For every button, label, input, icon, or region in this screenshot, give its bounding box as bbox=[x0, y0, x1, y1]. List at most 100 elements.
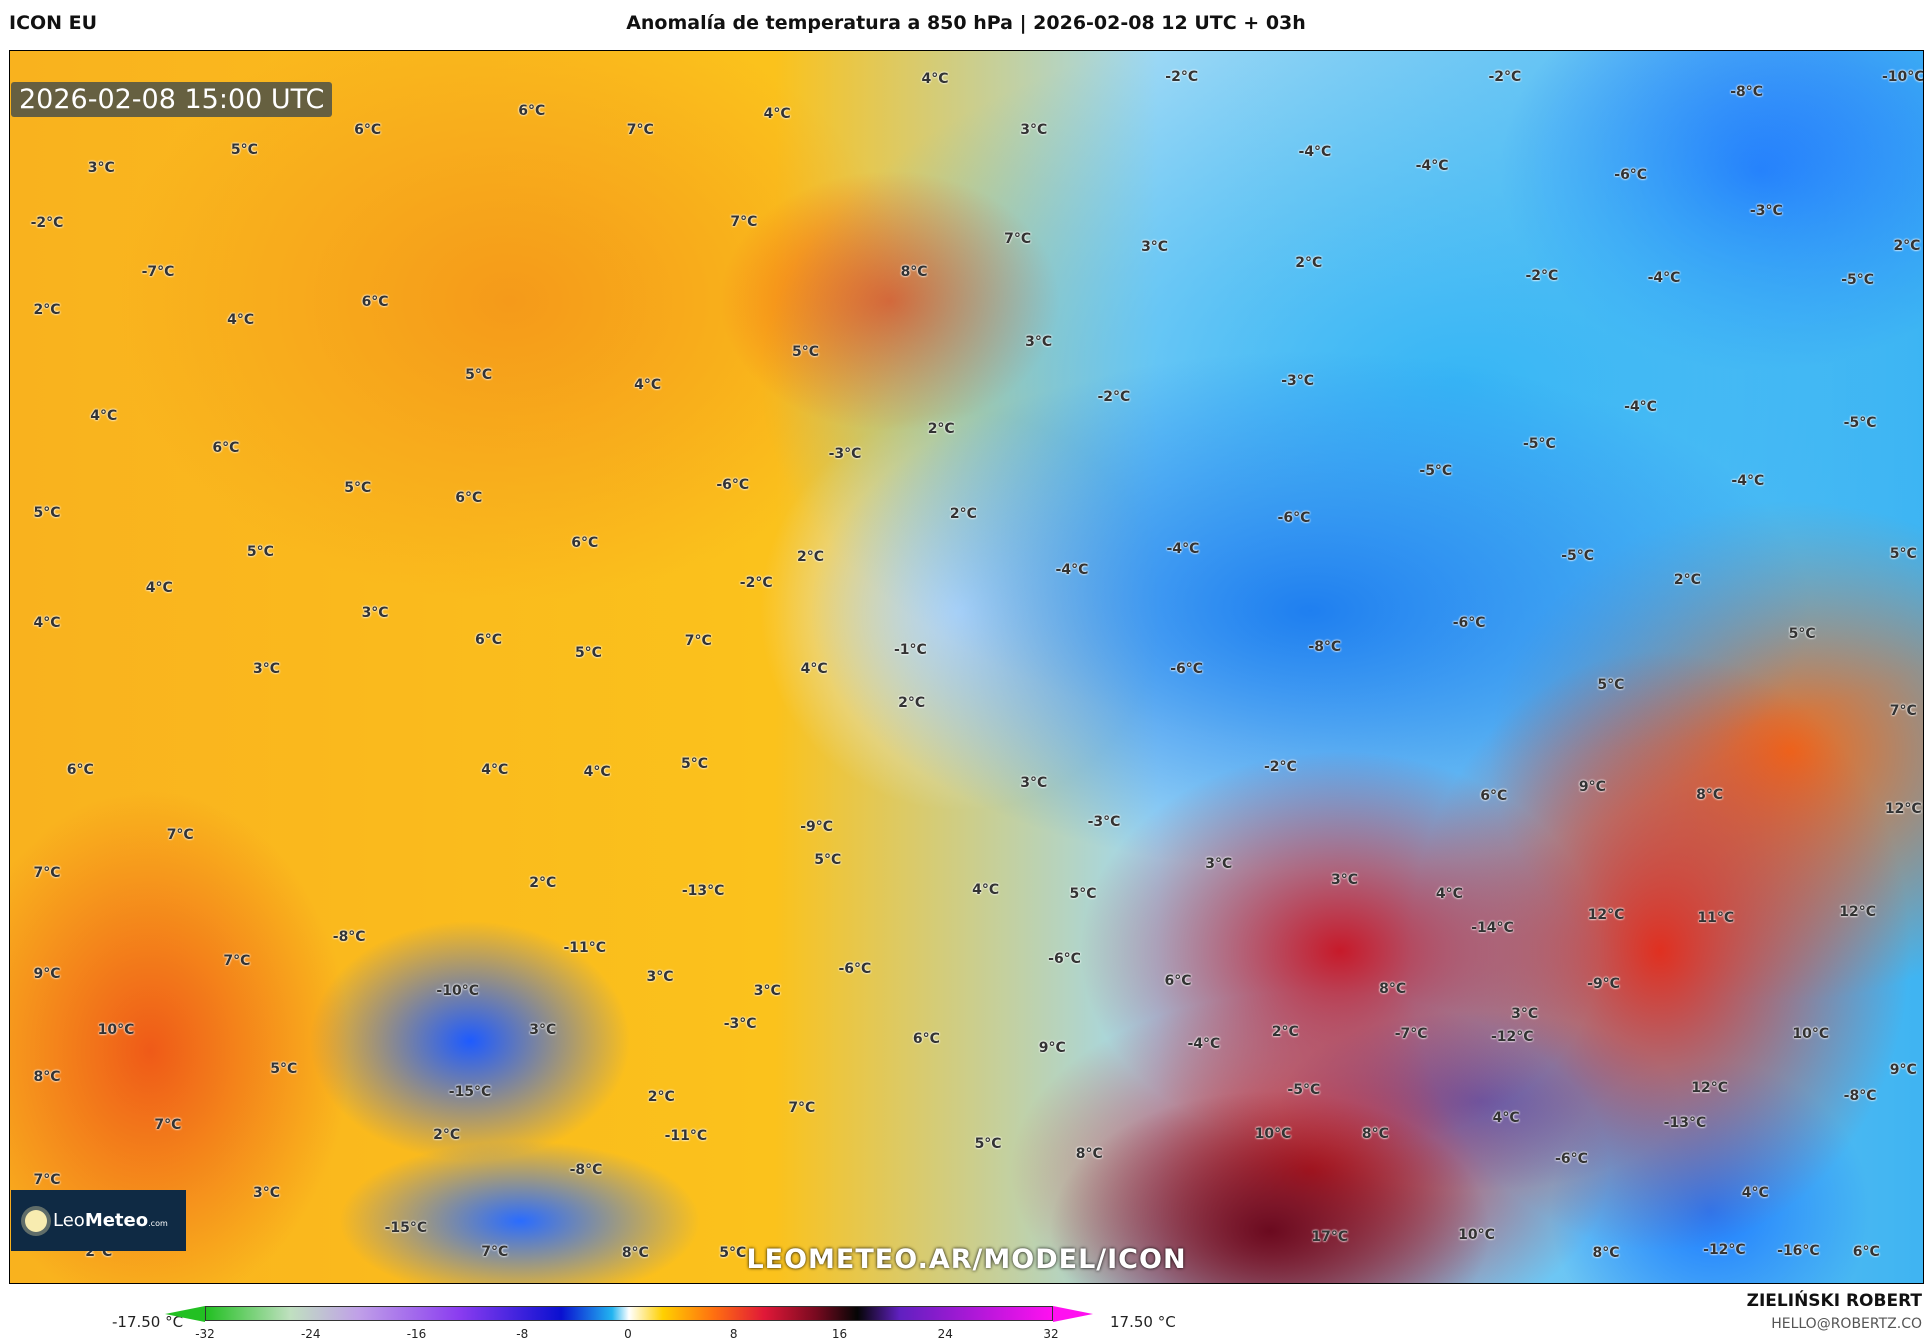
temperature-label: 2°C bbox=[1295, 254, 1323, 271]
temperature-label: 6°C bbox=[455, 490, 483, 507]
temperature-label: 4°C bbox=[145, 580, 173, 597]
logo-text-bold: Meteo bbox=[84, 1210, 149, 1231]
temperature-label: 2°C bbox=[898, 694, 926, 711]
sun-icon bbox=[25, 1209, 47, 1232]
temperature-label: -15°C bbox=[448, 1084, 492, 1101]
colorbar-arrow-right bbox=[1053, 1306, 1093, 1322]
temperature-label: -5°C bbox=[1841, 272, 1875, 289]
colorbar-tick-label: -8 bbox=[516, 1327, 529, 1341]
temperature-label: -4°C bbox=[1415, 157, 1449, 174]
temperature-label: 3°C bbox=[361, 604, 389, 621]
author-email: HELLO@ROBERTZ.CO bbox=[1771, 1316, 1922, 1332]
temperature-label: -4°C bbox=[1187, 1035, 1221, 1052]
temperature-label: 7°C bbox=[730, 214, 758, 231]
temperature-label: 6°C bbox=[1852, 1244, 1880, 1261]
temperature-label: 3°C bbox=[253, 1185, 281, 1202]
temperature-label: 4°C bbox=[583, 763, 611, 780]
temperature-label: -12°C bbox=[1490, 1028, 1534, 1045]
temperature-label: 5°C bbox=[33, 505, 61, 521]
logo-suffix: .com bbox=[148, 1219, 168, 1228]
temperature-label: -5°C bbox=[1287, 1081, 1321, 1098]
temperature-label: -2°C bbox=[1165, 68, 1199, 85]
temperature-label: -9°C bbox=[1587, 975, 1620, 992]
temperature-label: 2°C bbox=[1271, 1023, 1299, 1040]
temperature-label: -2°C bbox=[1488, 68, 1522, 85]
colorbar-tick-label: -24 bbox=[300, 1327, 321, 1341]
temperature-label: 5°C bbox=[246, 544, 274, 561]
temperature-label: -13°C bbox=[1663, 1114, 1707, 1131]
temperature-label: 6°C bbox=[571, 534, 599, 551]
colorbar-max-label: 17.50 °C bbox=[1110, 1313, 1176, 1331]
temperature-label: 7°C bbox=[626, 121, 654, 138]
temperature-label: 4°C bbox=[634, 376, 662, 393]
temperature-label: -12°C bbox=[1703, 1241, 1746, 1258]
temperature-label: 7°C bbox=[481, 1244, 509, 1261]
temperature-label: 4°C bbox=[1492, 1109, 1520, 1126]
colorbar-tick-label: -32 bbox=[195, 1327, 215, 1341]
temperature-label: 8°C bbox=[1361, 1125, 1389, 1142]
temperature-label: 8°C bbox=[1592, 1245, 1620, 1262]
temperature-label: 5°C bbox=[1069, 885, 1097, 902]
temperature-label: 8°C bbox=[621, 1245, 649, 1262]
temperature-label: -5°C bbox=[1843, 415, 1877, 432]
temperature-label: 3°C bbox=[1205, 856, 1233, 873]
temperature-label: 12°C bbox=[1587, 906, 1625, 923]
temperature-label: 7°C bbox=[33, 864, 61, 881]
temperature-label: 8°C bbox=[900, 263, 928, 280]
temperature-label: 3°C bbox=[1511, 1006, 1539, 1023]
temperature-label: -1°C bbox=[893, 641, 927, 658]
temperature-label: 6°C bbox=[212, 439, 240, 456]
temperature-label: 7°C bbox=[1004, 231, 1032, 248]
temperature-label: 8°C bbox=[1075, 1145, 1103, 1162]
temperature-label: -8°C bbox=[1308, 639, 1342, 656]
temperature-label: -8°C bbox=[1730, 83, 1764, 100]
temperature-label: -11°C bbox=[664, 1128, 708, 1145]
temperature-label: 8°C bbox=[33, 1069, 61, 1086]
temperature-label: -2°C bbox=[1525, 268, 1559, 285]
temperature-label: 2°C bbox=[949, 506, 977, 523]
temperature-label: 4°C bbox=[90, 407, 118, 424]
temperature-label: 2°C bbox=[529, 874, 557, 891]
temperature-label: 7°C bbox=[33, 1171, 61, 1188]
temperature-label: 10°C bbox=[1792, 1026, 1830, 1043]
temperature-label: 10°C bbox=[1254, 1125, 1292, 1142]
temperature-label: 5°C bbox=[1788, 625, 1816, 642]
temperature-label: 6°C bbox=[66, 762, 94, 779]
temperature-label: -3°C bbox=[1281, 373, 1315, 390]
temperature-label: 5°C bbox=[792, 343, 820, 360]
temperature-label: -14°C bbox=[1471, 920, 1514, 937]
map-title: Anomalía de temperatura a 850 hPa | 2026… bbox=[626, 12, 1306, 34]
temperature-label: 7°C bbox=[788, 1100, 816, 1117]
colorbar-tick-label: -16 bbox=[406, 1327, 427, 1341]
temperature-label: -6°C bbox=[1614, 167, 1648, 184]
temperature-label: -5°C bbox=[1522, 436, 1556, 452]
leometeo-logo: LeoMeteo.com bbox=[11, 1190, 186, 1251]
temperature-label: 9°C bbox=[33, 965, 61, 982]
watermark: LEOMETEO.AR/MODEL/ICON bbox=[746, 1244, 1187, 1275]
temperature-label: 6°C bbox=[1164, 973, 1192, 990]
temperature-label: 5°C bbox=[681, 756, 709, 773]
temperature-label: -10°C bbox=[436, 983, 480, 1000]
temperature-label: 5°C bbox=[974, 1135, 1002, 1152]
temperature-label: -5°C bbox=[1419, 463, 1453, 480]
temperature-label: 5°C bbox=[719, 1245, 747, 1262]
temperature-label: -7°C bbox=[141, 263, 175, 280]
temperature-label: -3°C bbox=[828, 445, 862, 462]
author-name: ZIELIŃSKI ROBERT bbox=[1746, 1291, 1922, 1311]
temperature-label: 4°C bbox=[481, 762, 509, 779]
temperature-label: 8°C bbox=[1696, 787, 1724, 804]
temperature-label: 3°C bbox=[1331, 872, 1359, 889]
temperature-label: -4°C bbox=[1624, 399, 1657, 416]
temperature-label: 7°C bbox=[223, 953, 251, 970]
temperature-label: 9°C bbox=[1889, 1061, 1917, 1078]
temperature-label: -4°C bbox=[1166, 540, 1200, 557]
temperature-label: 3°C bbox=[253, 661, 281, 678]
temperature-label: -6°C bbox=[716, 476, 750, 493]
temperature-label: -6°C bbox=[1452, 614, 1486, 631]
temperature-label: 3°C bbox=[87, 160, 115, 177]
temperature-label: -6°C bbox=[1555, 1150, 1588, 1167]
temperature-label: 4°C bbox=[800, 661, 828, 678]
temperature-label: 4°C bbox=[972, 881, 1000, 898]
temperature-label: 6°C bbox=[518, 103, 546, 120]
temperature-label: 3°C bbox=[646, 969, 674, 986]
